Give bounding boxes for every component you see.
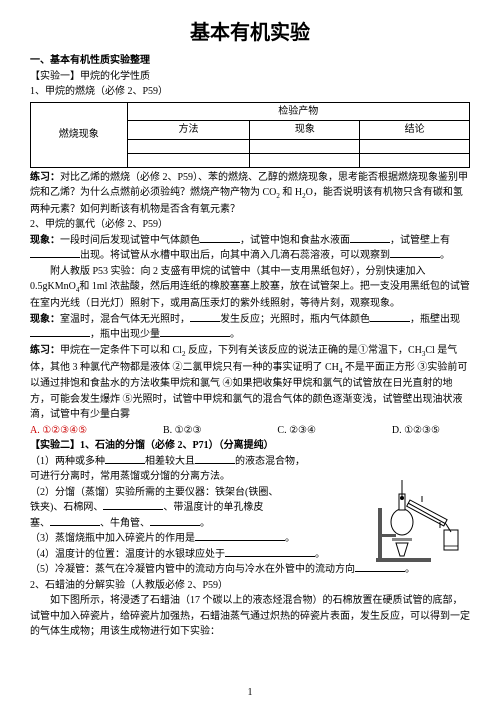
l24b: 、带温度计的单孔橡皮 xyxy=(163,502,263,513)
blank xyxy=(195,454,235,464)
l27a: （4）温度计的位置：温度计的水银球应处于 xyxy=(30,549,225,560)
blank xyxy=(195,531,285,541)
appendix-b: 和 1ml 浓盐酸，然后用连纸的橡胶塞塞上胶塞，放在试管架上。把一支没用黑纸包的… xyxy=(30,281,470,309)
practice-1-text-b: 和 H xyxy=(280,187,302,198)
l26a: （3）蒸馏烧瓶中加入碎瓷片的作用是 xyxy=(30,533,195,544)
item-2: 2、甲烷的氯代（必修 2、P59） xyxy=(30,217,470,233)
item-1: 1、甲烷的燃烧（必修 2、P59） xyxy=(30,84,470,100)
blank xyxy=(30,248,80,258)
phen3-b: 发生反应；光照时，瓶内气体颜色 xyxy=(220,314,370,325)
phen2-d: 出现。将试管从水槽中取出后，向其中滴入几滴石蕊溶液，可以观察到 xyxy=(80,250,390,261)
blank xyxy=(150,516,200,526)
table-c3: 结论 xyxy=(360,121,470,140)
answer-choices: A. ①②③④⑤ B. ①②③ C. ②③④ D. ①②③⑤ xyxy=(30,423,470,439)
l24a: 铁夹)、石棉网、 xyxy=(30,502,103,513)
blank xyxy=(370,312,410,322)
phenomenon-label: 现象： xyxy=(30,235,60,246)
blank xyxy=(30,327,90,337)
page-number: 1 xyxy=(0,685,500,701)
practice-label: 练习： xyxy=(30,345,60,356)
experiment-1-label: 【实验一】甲烷的化学性质 xyxy=(30,69,470,85)
option-b: B. ①②③ xyxy=(163,423,202,439)
phen2-a: 一段时间后发现试管中气体颜色 xyxy=(60,235,200,246)
blank xyxy=(200,233,240,243)
blank xyxy=(103,500,163,510)
practice-label: 练习： xyxy=(30,172,60,183)
blank xyxy=(390,248,440,258)
phen3-d: ，瓶中出现少量 xyxy=(90,329,160,340)
l27b: 。 xyxy=(315,549,325,560)
distillation-apparatus-diagram xyxy=(366,438,476,578)
section-1-heading: 一、基本有机性质实验整理 xyxy=(30,53,470,69)
blank xyxy=(225,547,315,557)
l26b: 。 xyxy=(285,533,295,544)
table-c2: 现象 xyxy=(250,121,360,140)
phen3-e: 。 xyxy=(230,329,240,340)
practice-2-b: 反应，下列有关该反应的说法正确的是①常温下，CH xyxy=(185,345,421,356)
blank xyxy=(105,454,145,464)
page-title: 基本有机实验 xyxy=(30,18,470,49)
l21b: 相差较大且 xyxy=(145,456,195,467)
l21a: （1）两种或多种 xyxy=(30,456,105,467)
phenomenon-2: 现象：一段时间后发现试管中气体颜色 ，试管中饱和食盐水液面 ，试管壁上有出现。将试管… xyxy=(30,233,470,264)
phen2-e: 。 xyxy=(440,250,450,261)
combustion-table: 燃烧现象 检验产物 方法 现象 结论 xyxy=(30,102,470,168)
practice-1: 练习：对比乙烯的燃烧（必修 2、P59）、苯的燃烧、乙醇的燃烧现象，思考能否根据… xyxy=(30,170,470,218)
table-h1: 燃烧现象 xyxy=(31,102,128,167)
l28a: （5）冷凝管：蒸气在冷凝管内管中的流动方向与冷水在外管中的流动方向 xyxy=(30,564,355,575)
l25a: 塞、 xyxy=(30,518,50,529)
l25c: 。 xyxy=(200,518,210,529)
item-2-2: 2、石蜡油的分解实验（人教版必修 2、P59） xyxy=(30,578,470,594)
blank xyxy=(350,233,390,243)
appendix: 附人教版 P53 实验：向 2 支盛有甲烷的试管中（其中一支用黑纸包好），分别快… xyxy=(30,264,470,312)
phen2-b: ，试管中饱和食盐水液面 xyxy=(240,235,350,246)
blank xyxy=(190,312,220,322)
table-h2: 检验产物 xyxy=(127,102,469,121)
phen3-c: ，瓶壁出现 xyxy=(410,314,460,325)
option-a: A. ①②③④⑤ xyxy=(30,423,87,439)
blank xyxy=(50,516,100,526)
l21c: 的液态混合物， xyxy=(235,456,305,467)
practice-2: 练习：甲烷在一定条件下可以和 Cl2 反应，下列有关该反应的说法正确的是①常温下… xyxy=(30,343,470,423)
phen2-c: ，试管壁上有 xyxy=(390,235,450,246)
blank xyxy=(160,327,230,337)
practice-2-a: 甲烷在一定条件下可以和 Cl xyxy=(60,345,182,356)
l25b: 、牛角管、 xyxy=(100,518,150,529)
line-2-9: 如下图所示，将浸透了石蜡油（17 个碳以上的液态烃混合物）的石棉放置在硬质试管的… xyxy=(30,593,470,640)
table-c1: 方法 xyxy=(127,121,250,140)
option-d: D. ①②③⑤ xyxy=(392,423,440,439)
phenomenon-3: 现象：室温时，混合气体无光照时， 发生反应；光照时，瓶内气体颜色 ，瓶壁出现 ，瓶中出… xyxy=(30,312,470,343)
option-c: C. ②③④ xyxy=(277,423,316,439)
phen3-a: 室温时，混合气体无光照时， xyxy=(60,314,190,325)
phenomenon-label: 现象： xyxy=(30,314,60,325)
